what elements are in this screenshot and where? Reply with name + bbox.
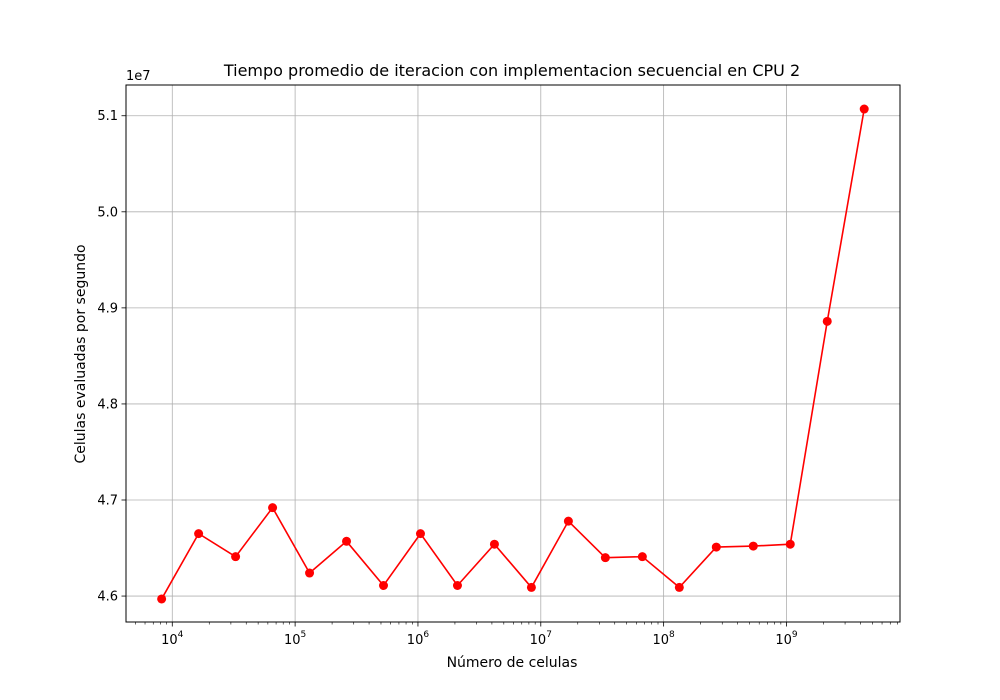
x-ticks: 104 105 106 107 108 109 [161,622,798,648]
x-tick-label: 105 [284,630,306,648]
x-tick-label-exponent: 7 [546,630,552,640]
data-point [526,582,536,592]
x-tick-label-base: 10 [652,633,669,648]
grid [126,85,900,622]
data-point [489,539,499,549]
data-point [452,580,462,590]
chart-title: Tiempo promedio de iteracion con impleme… [223,61,800,80]
data-point [711,542,721,552]
data-point [305,568,315,578]
data-point [231,552,241,562]
y-tick-label: 4.7 [97,493,118,508]
data-point [859,104,869,114]
x-tick-label: 108 [652,630,675,648]
data-point [415,529,425,539]
x-tick-label: 106 [407,630,430,648]
x-tick-label-exponent: 4 [178,630,184,640]
data-point [379,580,389,590]
data-point [600,553,610,563]
series-line [160,108,866,600]
x-tick-label-base: 10 [530,633,547,648]
y-axis-label: Celulas evaluadas por segundo [73,244,89,463]
x-tick-label-base: 10 [407,633,424,648]
x-tick-label-base: 10 [775,633,792,648]
x-axis-label: Número de celulas [447,655,578,671]
y-tick-label: 5.0 [97,205,118,220]
x-tick-label-exponent: 5 [301,630,307,640]
data-point [563,516,573,526]
y-tick-label: 4.6 [97,590,118,605]
y-tick-label: 4.8 [97,397,118,412]
x-tick-label: 107 [530,630,552,648]
x-tick-label-exponent: 8 [669,630,675,640]
data-point [637,552,647,562]
data-point [342,536,352,546]
data-point [268,503,278,513]
y-tick-label: 4.9 [97,301,118,316]
series-layer [157,104,869,604]
data-point [822,316,832,326]
x-tick-label-base: 10 [161,633,178,648]
x-tick-label-base: 10 [284,633,301,648]
y-ticks: 4.6 4.7 4.8 4.9 5.0 5.1 [97,109,126,605]
data-point [785,539,795,549]
y-tick-label: 5.1 [97,109,118,124]
data-point [748,541,758,551]
data-point [674,582,684,592]
data-point [157,594,167,604]
data-point [194,529,204,539]
x-tick-label: 109 [775,630,798,648]
x-tick-label-exponent: 6 [423,630,429,640]
plot-area-frame [125,84,901,623]
y-offset-label: 1e7 [126,69,151,84]
x-tick-label-exponent: 9 [792,630,798,640]
x-tick-label: 104 [161,630,184,648]
